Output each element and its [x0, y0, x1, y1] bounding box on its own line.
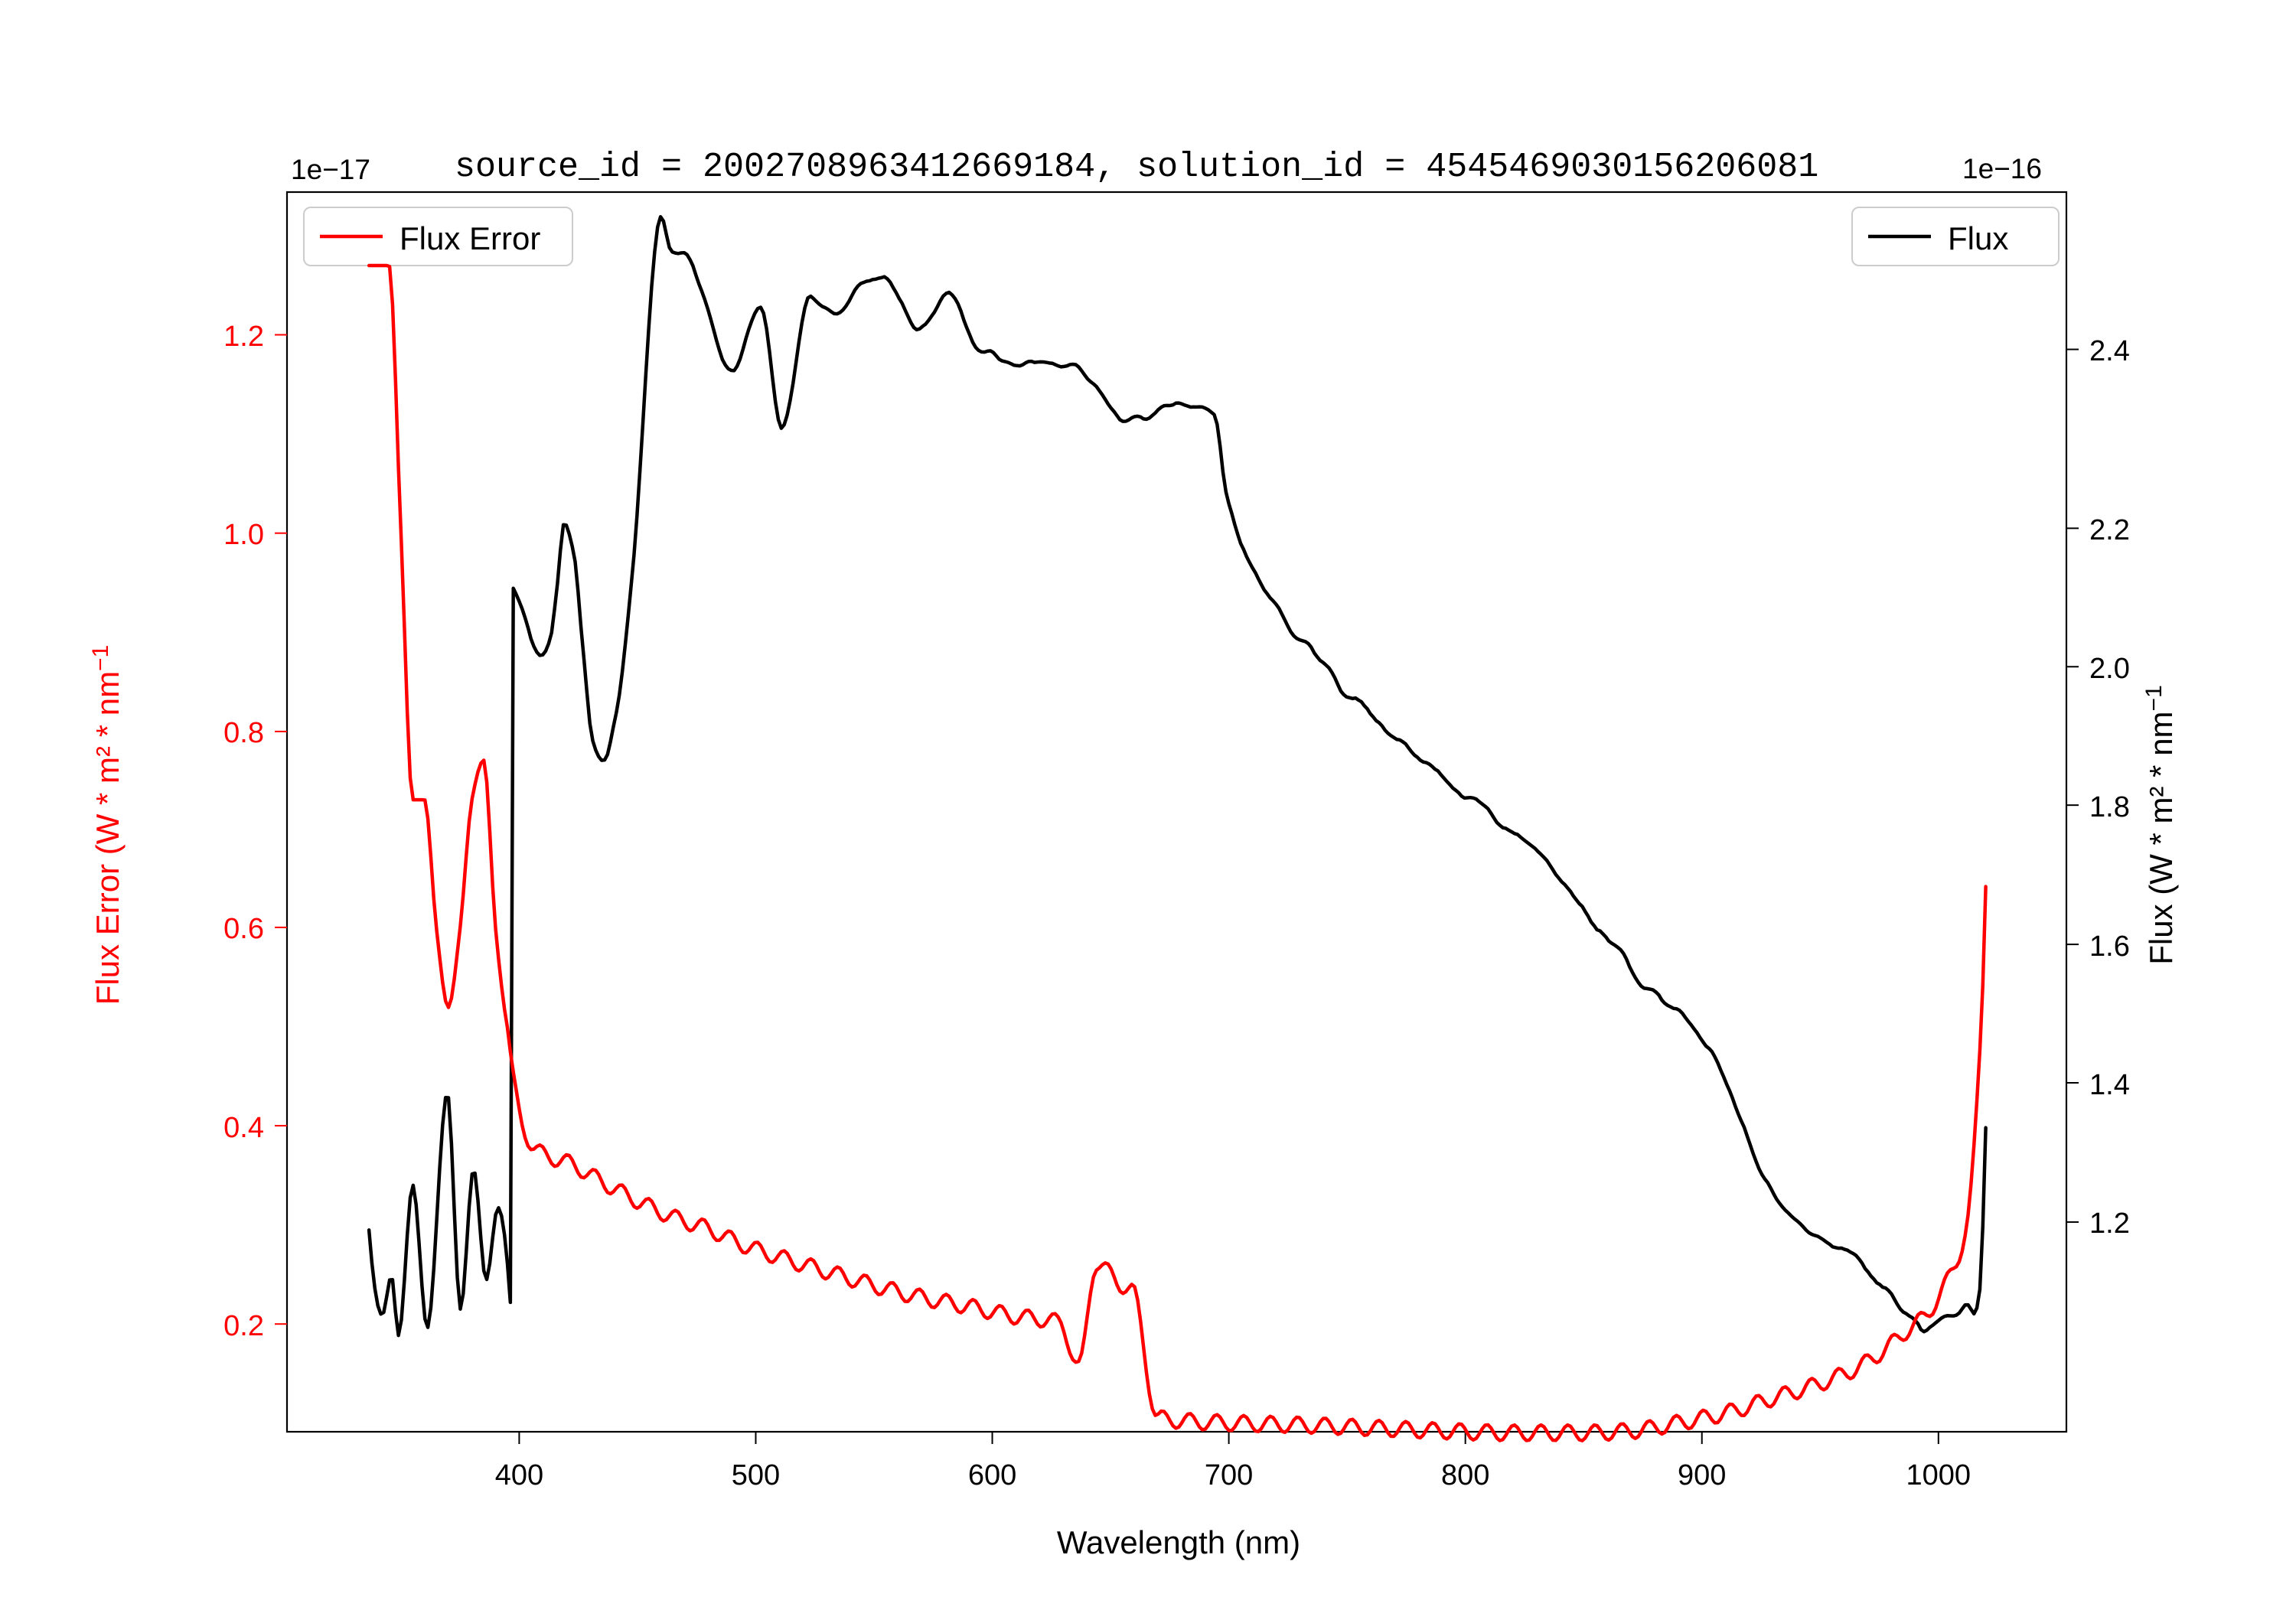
svg-text:source_id = 200270896341266918: source_id = 2002708963412669184, solutio…	[455, 148, 1818, 187]
svg-text:1.4: 1.4	[2089, 1069, 2130, 1101]
svg-text:1e−17: 1e−17	[291, 154, 370, 185]
svg-text:1.2: 1.2	[223, 321, 264, 353]
svg-text:500: 500	[732, 1459, 780, 1491]
svg-text:Wavelength (nm): Wavelength (nm)	[1057, 1524, 1300, 1560]
svg-text:Flux Error (W * m² * nm−1: Flux Error (W * m² * nm−1	[88, 645, 126, 1006]
svg-text:700: 700	[1205, 1459, 1253, 1491]
svg-text:0.4: 0.4	[223, 1112, 264, 1144]
svg-text:800: 800	[1441, 1459, 1489, 1491]
svg-text:0.2: 0.2	[223, 1310, 264, 1342]
svg-text:Flux (W * m² * nm−1: Flux (W * m² * nm−1	[2141, 685, 2179, 965]
svg-text:2.2: 2.2	[2089, 514, 2130, 546]
svg-text:900: 900	[1678, 1459, 1726, 1491]
svg-text:1.0: 1.0	[223, 519, 264, 551]
svg-text:0.6: 0.6	[223, 913, 264, 945]
svg-text:600: 600	[968, 1459, 1016, 1491]
svg-text:2.0: 2.0	[2089, 653, 2130, 685]
svg-text:1.2: 1.2	[2089, 1208, 2130, 1240]
svg-text:Flux: Flux	[1948, 220, 2008, 256]
svg-text:1.6: 1.6	[2089, 931, 2130, 963]
svg-text:1e−16: 1e−16	[1962, 153, 2042, 184]
svg-text:1.8: 1.8	[2089, 791, 2130, 823]
svg-text:2.4: 2.4	[2089, 335, 2130, 367]
svg-text:400: 400	[495, 1459, 543, 1491]
svg-text:0.8: 0.8	[223, 717, 264, 749]
svg-text:1000: 1000	[1906, 1459, 1971, 1491]
svg-text:Flux Error: Flux Error	[400, 220, 540, 256]
